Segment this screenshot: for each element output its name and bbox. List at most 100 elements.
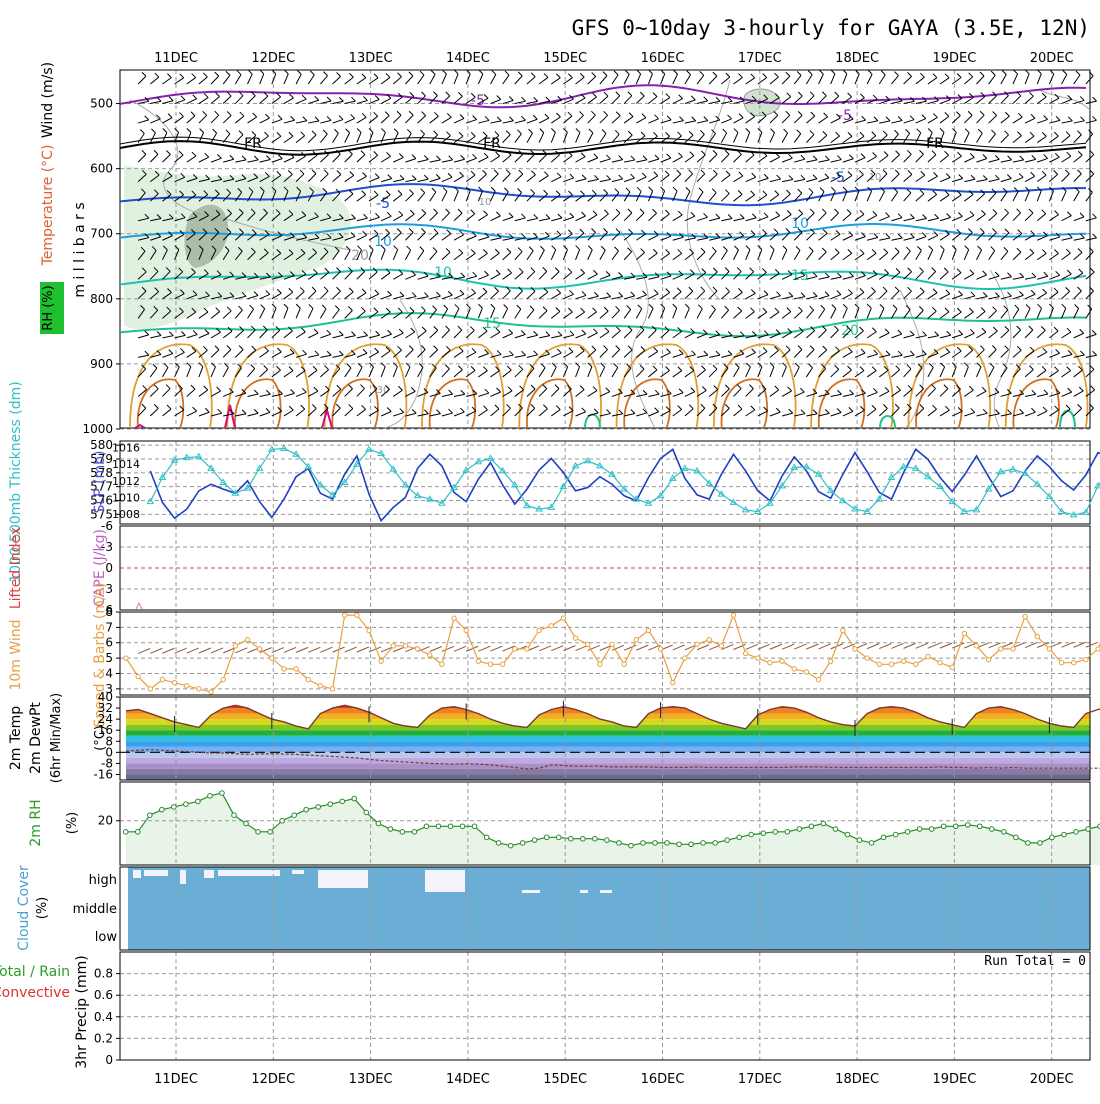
wind-barb	[295, 331, 306, 339]
pressure-tick: 600	[90, 162, 113, 176]
wind-barb	[665, 249, 671, 254]
wind-barb	[762, 73, 768, 78]
wind-barb	[750, 190, 755, 196]
wind-barb	[149, 408, 159, 417]
wind-barb	[1061, 391, 1072, 397]
wind-barb	[737, 306, 743, 312]
wind-barb	[477, 73, 484, 85]
wind-barb	[1073, 252, 1083, 261]
wind-barb	[623, 232, 633, 241]
wind-barb	[769, 333, 781, 339]
wind-barb	[465, 190, 471, 202]
wind-barb	[836, 172, 841, 177]
rh-point	[760, 830, 767, 836]
wind-barb	[587, 178, 599, 183]
wind-barb	[894, 286, 900, 292]
surface-wind-barb	[368, 646, 382, 653]
wind-barb	[652, 248, 658, 254]
wind-barb	[247, 159, 259, 163]
thickness-point	[389, 465, 398, 472]
rh-point	[243, 820, 249, 827]
wind-barb	[521, 115, 526, 121]
wind-barb	[854, 307, 860, 319]
wind-barb	[964, 76, 973, 85]
wind-barb	[247, 368, 256, 378]
wind-barb	[360, 384, 365, 389]
wind-barb	[247, 329, 256, 339]
wind-barb	[210, 311, 221, 319]
rh-point	[255, 829, 261, 835]
wind-barb	[866, 156, 877, 163]
wind-barb	[885, 350, 891, 356]
wind-barb	[222, 192, 231, 202]
wind-barb	[848, 231, 854, 236]
wind-barb	[782, 362, 787, 368]
wind-barb	[724, 267, 730, 272]
wind-barb	[271, 308, 277, 319]
wind-barb	[1037, 235, 1048, 241]
wind-barb	[934, 96, 939, 101]
wind-barb	[259, 369, 269, 378]
wind-barb	[150, 174, 160, 183]
wind-barb	[1024, 135, 1035, 144]
wind-barb	[1036, 292, 1047, 300]
wind-barb	[696, 251, 706, 261]
wind-barb	[842, 393, 854, 397]
wind-barb	[781, 390, 792, 397]
wind-barb	[648, 293, 659, 300]
wind-barb	[837, 272, 842, 278]
wind-barb	[720, 309, 730, 319]
wind-barb	[867, 237, 878, 241]
wind-barb	[234, 134, 244, 143]
wind-speed-point	[475, 658, 482, 664]
wind-barb	[338, 330, 344, 336]
wind-barb	[406, 245, 411, 251]
wind-barb	[542, 150, 548, 155]
wind-barb	[599, 114, 608, 124]
wind-barb	[733, 271, 742, 280]
wind-barb	[465, 174, 476, 183]
wind-barb	[636, 412, 647, 417]
wind-barb	[1030, 171, 1036, 177]
wind-barb	[223, 391, 234, 397]
temp-tick: 24	[98, 712, 113, 726]
wind-barb	[1085, 290, 1094, 300]
wind-barb	[956, 307, 962, 313]
wind-barb	[944, 112, 950, 117]
thickness-point	[1069, 510, 1078, 518]
wind-barb	[684, 370, 695, 378]
surface-wind-barb	[745, 643, 758, 650]
wind-barb	[174, 334, 186, 339]
wind-barb	[1024, 117, 1036, 124]
wind-barb	[332, 407, 341, 417]
wind-barb	[776, 291, 781, 297]
wind-barb	[834, 325, 839, 331]
wind-barb	[641, 113, 647, 119]
wind-barb	[1066, 248, 1071, 254]
wind-barb	[745, 194, 755, 202]
li-tick-label: 3	[105, 582, 113, 596]
wind-barb	[271, 135, 282, 144]
wind-barb	[1079, 212, 1085, 218]
wind-barb	[421, 326, 427, 332]
thickness-point	[717, 490, 726, 497]
wind-barb	[332, 354, 344, 358]
wind-barb	[1036, 308, 1042, 319]
wind-barb	[774, 307, 780, 313]
wind-barb	[830, 276, 842, 280]
wind-barb	[417, 296, 429, 300]
wind-barb	[684, 252, 694, 261]
wind-barb	[757, 351, 768, 358]
wind-barb	[733, 388, 742, 397]
temp-axis-label: 2m Temp	[8, 706, 24, 770]
rh-point	[375, 820, 382, 827]
wind-barb	[823, 112, 828, 118]
wind-barb	[392, 366, 398, 378]
wind-barb	[639, 91, 645, 97]
wind-barb	[204, 407, 210, 413]
wind-speed-point	[852, 646, 858, 652]
wind-barb	[956, 228, 962, 234]
wind-barb	[976, 132, 983, 143]
wind-barb	[624, 413, 635, 417]
rh-point	[856, 837, 863, 843]
